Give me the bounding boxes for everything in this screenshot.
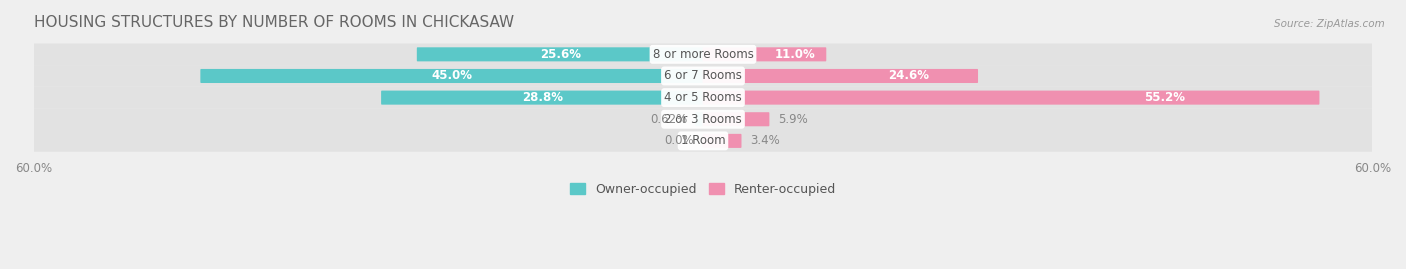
FancyBboxPatch shape <box>381 91 703 105</box>
FancyBboxPatch shape <box>703 69 979 83</box>
Text: 1 Room: 1 Room <box>681 134 725 147</box>
Text: 2 or 3 Rooms: 2 or 3 Rooms <box>664 113 742 126</box>
Text: 6 or 7 Rooms: 6 or 7 Rooms <box>664 69 742 83</box>
Legend: Owner-occupied, Renter-occupied: Owner-occupied, Renter-occupied <box>565 178 841 201</box>
FancyBboxPatch shape <box>34 65 1372 87</box>
Text: 11.0%: 11.0% <box>775 48 815 61</box>
Text: 4 or 5 Rooms: 4 or 5 Rooms <box>664 91 742 104</box>
Text: 3.4%: 3.4% <box>749 134 779 147</box>
FancyBboxPatch shape <box>703 134 741 148</box>
Text: 0.62%: 0.62% <box>650 113 688 126</box>
Text: 24.6%: 24.6% <box>889 69 929 83</box>
FancyBboxPatch shape <box>34 44 1372 65</box>
FancyBboxPatch shape <box>696 112 703 126</box>
Text: 25.6%: 25.6% <box>540 48 581 61</box>
FancyBboxPatch shape <box>416 47 703 61</box>
Text: HOUSING STRUCTURES BY NUMBER OF ROOMS IN CHICKASAW: HOUSING STRUCTURES BY NUMBER OF ROOMS IN… <box>34 15 513 30</box>
Text: 28.8%: 28.8% <box>522 91 562 104</box>
FancyBboxPatch shape <box>201 69 703 83</box>
FancyBboxPatch shape <box>34 108 1372 130</box>
FancyBboxPatch shape <box>703 112 769 126</box>
Text: 55.2%: 55.2% <box>1144 91 1185 104</box>
FancyBboxPatch shape <box>703 91 1319 105</box>
Text: 0.0%: 0.0% <box>665 134 695 147</box>
FancyBboxPatch shape <box>34 130 1372 152</box>
FancyBboxPatch shape <box>703 47 827 61</box>
Text: 45.0%: 45.0% <box>432 69 472 83</box>
Text: 5.9%: 5.9% <box>778 113 807 126</box>
Text: 8 or more Rooms: 8 or more Rooms <box>652 48 754 61</box>
Text: Source: ZipAtlas.com: Source: ZipAtlas.com <box>1274 19 1385 29</box>
FancyBboxPatch shape <box>34 87 1372 108</box>
